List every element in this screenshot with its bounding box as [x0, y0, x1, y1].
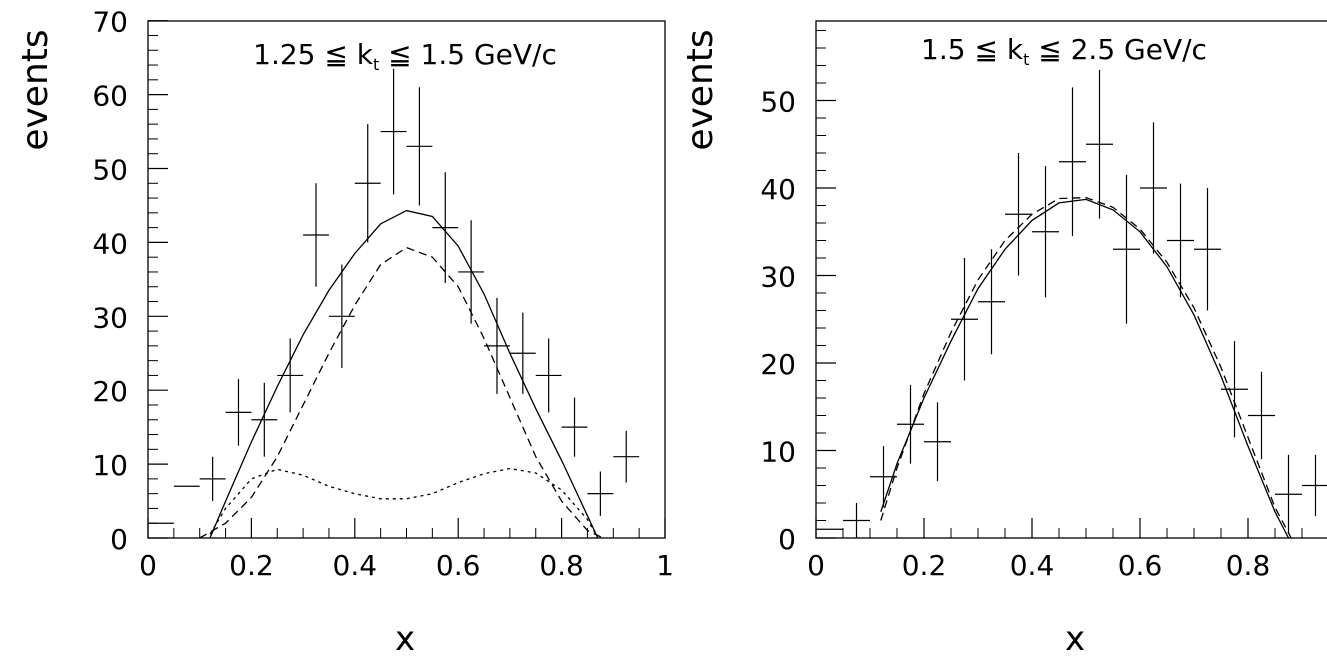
- data-point: [1302, 454, 1327, 517]
- data-point: [354, 124, 381, 243]
- model-curves: [880, 196, 1292, 539]
- y-axis-label: events: [15, 29, 56, 150]
- plot-frame: [815, 20, 1327, 539]
- data-point: [328, 264, 355, 369]
- y-tick-label: 40: [92, 227, 128, 260]
- data-point: [1059, 87, 1086, 237]
- y-axis: 0 10 20 30 40 50: [760, 30, 836, 556]
- x-tick-label: 1: [656, 549, 674, 582]
- data-point: [587, 471, 614, 516]
- x-tick-label: 0.2: [902, 549, 947, 582]
- data-point: [897, 384, 924, 464]
- data-point: [1221, 341, 1248, 438]
- x-axis: 0 0.2 0.4 0.6 0.8: [807, 518, 1303, 582]
- data-point: [535, 338, 562, 413]
- y-tick-label: 0: [778, 523, 796, 556]
- y-tick-label: 50: [92, 154, 128, 187]
- dotted-curve: [209, 467, 599, 539]
- data-point: [432, 172, 459, 284]
- data-point: [870, 446, 897, 508]
- data-point: [978, 249, 1005, 355]
- solid-curve: [880, 198, 1290, 539]
- dashed-curve: [199, 246, 604, 539]
- y-tick-label: 70: [92, 6, 128, 39]
- data-point: [1032, 166, 1059, 298]
- data-point: [380, 68, 407, 195]
- model-curves: [199, 209, 604, 539]
- data-point: [199, 456, 226, 502]
- data-point: [1140, 122, 1167, 254]
- data-point: [509, 312, 536, 394]
- y-axis: 0 10 20 30 40 50 60 70: [92, 6, 168, 556]
- x-tick-label: 0.4: [1010, 549, 1055, 582]
- data-point: [484, 297, 510, 394]
- x-tick-label: 0.6: [1118, 549, 1163, 582]
- data-point: [561, 397, 588, 457]
- chart-title: 1.5 ≦ kt ≦ 2.5 GeV/c: [921, 33, 1207, 69]
- data-point: [225, 379, 252, 446]
- y-tick-label: 20: [92, 375, 128, 408]
- x-tick-label: 0.8: [1226, 549, 1271, 582]
- data-points: [816, 69, 1327, 538]
- plot-frame: [147, 20, 666, 539]
- chart-title: 1.25 ≦ kt ≦ 1.5 GeV/c: [253, 38, 557, 74]
- data-point: [303, 183, 329, 287]
- data-point: [1086, 69, 1113, 219]
- data-point: [251, 382, 278, 457]
- y-tick-label: 50: [760, 86, 796, 119]
- x-tick-label: 0.4: [333, 549, 378, 582]
- x-tick-label: 0: [807, 549, 825, 582]
- data-point: [843, 503, 870, 538]
- y-tick-label: 0: [110, 523, 128, 556]
- left-panel: 0 10 20 30 40 50 60 70 0 0.2 0.4 0.6 0.8 1 1.25 ≦ kt…: [15, 6, 674, 659]
- data-point: [1275, 454, 1302, 534]
- data-point: [277, 338, 304, 413]
- x-tick-label: 0.6: [436, 549, 481, 582]
- solid-curve: [209, 209, 599, 539]
- y-tick-label: 60: [92, 80, 128, 113]
- data-point: [1005, 153, 1032, 276]
- x-axis: 0 0.2 0.4 0.6 0.8 1: [139, 518, 674, 582]
- y-tick-label: 10: [92, 449, 128, 482]
- y-tick-label: 10: [760, 436, 796, 469]
- data-point: [1113, 174, 1140, 324]
- data-point: [613, 430, 640, 483]
- x-axis-label: x: [395, 619, 415, 659]
- data-point: [951, 258, 978, 381]
- data-point: [458, 220, 485, 324]
- y-axis-label: events: [680, 29, 721, 150]
- data-point: [406, 87, 433, 206]
- data-point: [1248, 371, 1275, 460]
- right-panel: 0 10 20 30 40 50 0 0.2 0.4 0.6 0.8 1.5 ≦ kt ≦ 2.5…: [680, 20, 1327, 659]
- data-point: [1167, 183, 1194, 298]
- data-point: [924, 402, 951, 482]
- data-points: [148, 68, 640, 524]
- x-tick-label: 0.2: [229, 549, 274, 582]
- data-point: [1194, 188, 1221, 311]
- y-tick-label: 40: [760, 173, 796, 206]
- x-axis-label: x: [1065, 619, 1085, 659]
- y-tick-label: 20: [760, 348, 796, 381]
- y-tick-label: 30: [760, 261, 796, 294]
- dashed-curve: [880, 196, 1292, 539]
- x-tick-label: 0: [139, 549, 157, 582]
- x-tick-label: 0.8: [539, 549, 584, 582]
- y-tick-label: 30: [92, 301, 128, 334]
